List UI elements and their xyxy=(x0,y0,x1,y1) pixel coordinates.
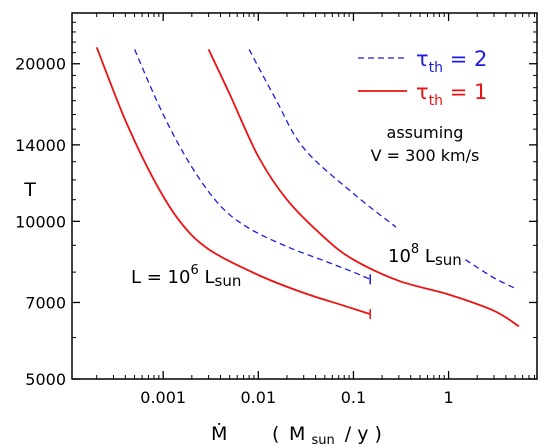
series-group xyxy=(95,46,520,328)
x-axis-label-mdot: Ṁ xyxy=(211,422,227,445)
axis-ticks: 0.001 0.01 0.1 1 5000 7000 10000 14000 20000 xyxy=(15,13,537,407)
legend-label-tau2: τth = 2 xyxy=(416,47,487,76)
x-axis-label-m: M xyxy=(289,423,305,445)
series-line-tau2_L6 xyxy=(134,49,371,280)
x-axis-label-sub: sun xyxy=(311,433,334,448)
series-line-tau1_L6 xyxy=(95,46,371,315)
annotation-velocity: V = 300 km/s xyxy=(371,146,480,165)
legend: τth = 2 τth = 1 xyxy=(358,47,487,109)
x-tick-label: 0.001 xyxy=(140,388,186,407)
x-axis-label-open: ( xyxy=(272,423,279,445)
series-line-tau2_L8_tail xyxy=(464,259,516,289)
y-tick-label: 20000 xyxy=(15,55,66,74)
series-line-tau1_L8 xyxy=(207,49,520,328)
y-tick-label: 14000 xyxy=(15,136,66,155)
label-L6: L = 106 Lsun xyxy=(131,263,241,290)
y-tick-label: 10000 xyxy=(15,212,66,231)
legend-label-tau1: τth = 1 xyxy=(416,80,487,109)
x-tick-label: 0.1 xyxy=(341,388,366,407)
x-axis-label: Ṁ ( M sun / y ) xyxy=(211,422,382,448)
plot-frame xyxy=(71,12,538,380)
label-L8: 108 Lsun xyxy=(388,242,462,269)
y-axis-label: T xyxy=(23,179,36,201)
annotation-assuming: assuming xyxy=(387,123,464,142)
x-axis-label-rest: / y ) xyxy=(345,423,382,445)
x-tick-label: 0.01 xyxy=(241,388,277,407)
y-tick-label: 7000 xyxy=(25,293,66,312)
series-line-tau2_L8 xyxy=(248,49,397,228)
y-tick-label: 5000 xyxy=(25,370,66,389)
x-tick-label: 1 xyxy=(443,388,453,407)
